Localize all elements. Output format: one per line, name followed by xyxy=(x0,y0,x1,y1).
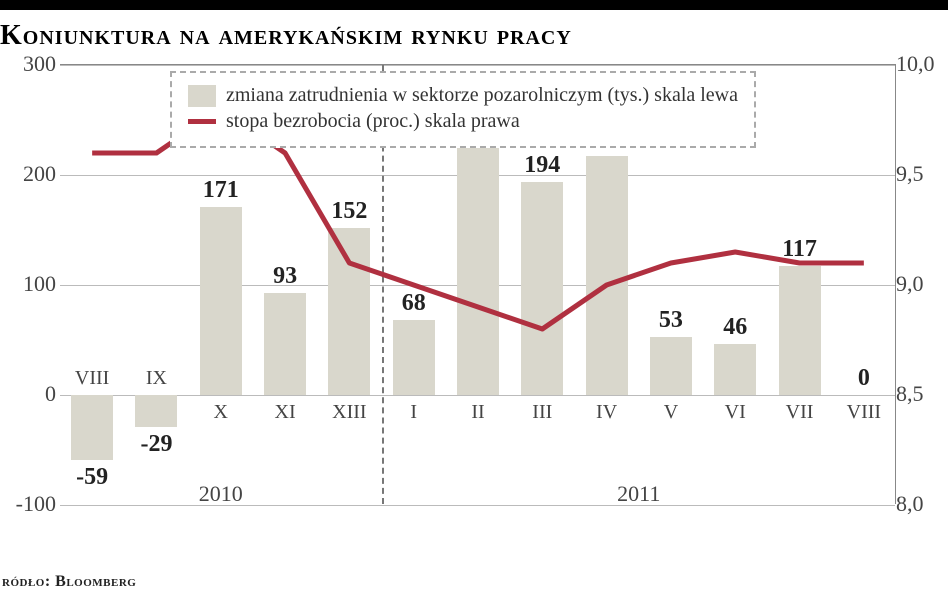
category-label: XI xyxy=(275,401,296,424)
bar xyxy=(586,156,628,395)
legend-line-label: stopa bezrobocia (proc.) skala prawa xyxy=(226,110,520,133)
bar-value-label: 68 xyxy=(402,290,426,317)
y-left-tick-label: -100 xyxy=(12,491,56,517)
bar xyxy=(200,207,242,395)
bar xyxy=(521,182,563,395)
category-label: VIII xyxy=(75,367,109,390)
bar xyxy=(135,395,177,427)
bar-value-label: 0 xyxy=(858,365,870,392)
bar xyxy=(328,228,370,395)
bar-value-label: 53 xyxy=(659,307,683,334)
y-right-tick-label: 10,0 xyxy=(896,51,942,77)
bar xyxy=(71,395,113,460)
category-label: X xyxy=(214,401,228,424)
bar xyxy=(393,320,435,395)
bar-value-label: -29 xyxy=(140,431,172,458)
year-label: 2011 xyxy=(617,481,660,507)
bar-value-label: 117 xyxy=(782,236,817,263)
category-label: IX xyxy=(146,367,167,390)
source-text: ródło: Bloomberg xyxy=(2,573,136,591)
category-label: VII xyxy=(786,401,814,424)
y-left-tick-label: 200 xyxy=(12,161,56,187)
chart: zmiana zatrudnienia w sektorze pozarolni… xyxy=(4,64,944,544)
line-swatch-icon xyxy=(188,119,216,124)
category-label: VI xyxy=(725,401,746,424)
legend-item-line: stopa bezrobocia (proc.) skala prawa xyxy=(188,110,738,133)
legend: zmiana zatrudnienia w sektorze pozarolni… xyxy=(170,71,756,148)
gridline xyxy=(60,505,895,506)
category-label: IV xyxy=(596,401,617,424)
top-bar xyxy=(0,0,948,10)
legend-item-bars: zmiana zatrudnienia w sektorze pozarolni… xyxy=(188,84,738,107)
bar xyxy=(650,337,692,395)
gridline xyxy=(60,395,895,396)
gridline xyxy=(60,65,895,66)
y-left-tick-label: 0 xyxy=(12,381,56,407)
y-left-tick-label: 100 xyxy=(12,271,56,297)
category-label: VIII xyxy=(847,401,881,424)
bar-value-label: 93 xyxy=(273,263,297,290)
chart-title: Koniunktura na amerykańskim rynku pracy xyxy=(0,10,948,64)
y-right-tick-label: 8,5 xyxy=(896,381,942,407)
category-label: I xyxy=(410,401,417,424)
category-label: XIII xyxy=(332,401,366,424)
y-left-tick-label: 300 xyxy=(12,51,56,77)
category-label: III xyxy=(532,401,552,424)
bar xyxy=(457,137,499,396)
bar-swatch-icon xyxy=(188,85,216,107)
legend-bars-label: zmiana zatrudnienia w sektorze pozarolni… xyxy=(226,84,738,107)
bar xyxy=(264,293,306,395)
bar-value-label: 152 xyxy=(331,198,367,225)
year-label: 2010 xyxy=(199,481,243,507)
bar-value-label: 194 xyxy=(524,152,560,179)
bar xyxy=(779,266,821,395)
bar xyxy=(714,344,756,395)
y-right-tick-label: 9,0 xyxy=(896,271,942,297)
y-right-tick-label: 9,5 xyxy=(896,161,942,187)
category-label: II xyxy=(471,401,484,424)
plot-area: zmiana zatrudnienia w sektorze pozarolni… xyxy=(60,64,896,504)
bar-value-label: -59 xyxy=(76,464,108,491)
category-label: V xyxy=(664,401,678,424)
bar-value-label: 46 xyxy=(723,314,747,341)
y-right-tick-label: 8,0 xyxy=(896,491,942,517)
bar-value-label: 171 xyxy=(203,177,239,204)
